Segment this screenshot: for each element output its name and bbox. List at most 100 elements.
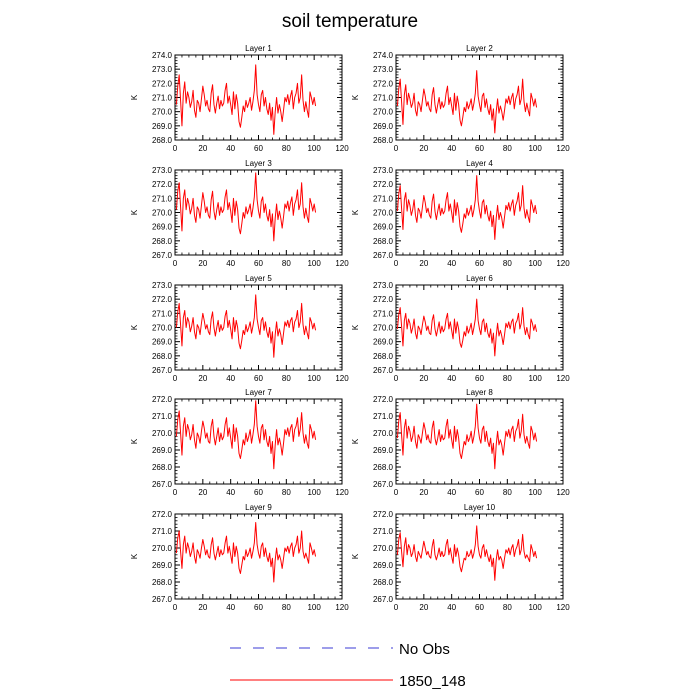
x-tick-label: 60 [254, 259, 263, 268]
x-tick-label: 60 [475, 259, 484, 268]
y-tick-label: 271.0 [152, 527, 173, 536]
x-tick-label: 100 [528, 259, 542, 268]
x-tick-label: 40 [226, 259, 235, 268]
y-tick-label: 268.0 [373, 237, 394, 246]
x-tick-label: 0 [394, 144, 399, 153]
y-axis-label: K [351, 94, 360, 100]
y-axis-label: K [130, 94, 139, 100]
y-tick-label: 272.0 [152, 79, 173, 88]
legend: No Obs 1850_148 [230, 641, 466, 690]
x-tick-label: 60 [254, 144, 263, 153]
y-tick-label: 269.0 [373, 561, 394, 570]
y-tick-label: 269.0 [373, 223, 394, 232]
y-tick-label: 268.0 [152, 237, 173, 246]
x-tick-label: 120 [335, 144, 349, 153]
x-tick-label: 0 [173, 603, 178, 612]
x-tick-label: 120 [556, 259, 570, 268]
y-tick-label: 267.0 [152, 595, 173, 604]
y-tick-label: 267.0 [373, 251, 394, 260]
panel-title: Layer 9 [245, 503, 272, 512]
x-tick-label: 20 [198, 374, 207, 383]
y-tick-label: 274.0 [373, 51, 394, 60]
x-tick-label: 40 [447, 374, 456, 383]
x-tick-label: 100 [528, 374, 542, 383]
x-tick-label: 120 [335, 374, 349, 383]
y-tick-label: 272.0 [152, 510, 173, 519]
y-tick-label: 268.0 [152, 463, 173, 472]
panel-title: Layer 6 [466, 274, 493, 283]
y-tick-label: 273.0 [152, 281, 173, 290]
panel-layer-4: Layer 4 K 267.0 268.0 269.0 270.0 271.0 272.0 27… [351, 159, 570, 268]
y-tick-label: 270.0 [152, 108, 173, 117]
y-tick-label: 271.0 [152, 412, 173, 421]
x-tick-label: 20 [419, 603, 428, 612]
x-tick-label: 100 [528, 488, 542, 497]
panel-grid: Layer 1 K 268.0 269.0 270.0 271.0 272.0 273.0 27… [130, 44, 570, 612]
y-tick-label: 270.0 [152, 429, 173, 438]
plot-frame [174, 54, 343, 141]
x-tick-label: 20 [198, 488, 207, 497]
y-tick-label: 268.0 [373, 136, 394, 145]
x-tick-label: 20 [419, 144, 428, 153]
legend-label-1: No Obs [399, 641, 450, 658]
y-tick-label: 270.0 [152, 544, 173, 553]
x-tick-label: 120 [556, 374, 570, 383]
x-tick-label: 80 [282, 603, 291, 612]
panel-title: Layer 5 [245, 274, 272, 283]
x-tick-label: 20 [198, 259, 207, 268]
y-tick-label: 269.0 [152, 122, 173, 131]
y-tick-label: 272.0 [373, 295, 394, 304]
y-axis-label: K [130, 324, 139, 330]
y-tick-label: 271.0 [152, 94, 173, 103]
x-tick-label: 0 [173, 488, 178, 497]
y-tick-label: 272.0 [152, 395, 173, 404]
legend-label-2: 1850_148 [399, 673, 466, 690]
y-tick-label: 271.0 [373, 412, 394, 421]
y-tick-label: 270.0 [373, 108, 394, 117]
panel-title: Layer 8 [466, 388, 493, 397]
y-tick-label: 270.0 [152, 209, 173, 218]
x-tick-label: 0 [173, 144, 178, 153]
y-tick-label: 270.0 [152, 324, 173, 333]
x-tick-label: 120 [335, 603, 349, 612]
y-tick-label: 271.0 [373, 194, 394, 203]
panel-layer-7: Layer 7 K 267.0 268.0 269.0 270.0 271.0 272.0 0 2… [130, 388, 349, 497]
x-tick-label: 0 [394, 488, 399, 497]
x-tick-label: 40 [447, 144, 456, 153]
y-axis-label: K [130, 553, 139, 559]
series-line-1850-148 [175, 400, 317, 470]
x-tick-label: 60 [254, 603, 263, 612]
y-tick-label: 269.0 [373, 122, 394, 131]
x-tick-label: 80 [503, 144, 512, 153]
x-tick-label: 40 [226, 488, 235, 497]
y-tick-label: 268.0 [152, 578, 173, 587]
x-tick-label: 0 [173, 374, 178, 383]
x-tick-label: 60 [475, 374, 484, 383]
panel-layer-6: Layer 6 K 267.0 268.0 269.0 270.0 271.0 272.0 27… [351, 274, 570, 383]
x-tick-label: 40 [447, 603, 456, 612]
x-tick-label: 20 [198, 603, 207, 612]
y-tick-label: 269.0 [152, 223, 173, 232]
y-tick-label: 271.0 [373, 527, 394, 536]
x-tick-label: 80 [503, 488, 512, 497]
x-tick-label: 20 [419, 259, 428, 268]
panel-title: Layer 4 [466, 159, 493, 168]
x-tick-label: 40 [226, 144, 235, 153]
x-tick-label: 80 [282, 488, 291, 497]
y-tick-label: 267.0 [152, 366, 173, 375]
x-tick-label: 40 [226, 603, 235, 612]
series-line-1850-148 [175, 522, 317, 583]
x-tick-label: 100 [528, 144, 542, 153]
panel-title: Layer 7 [245, 388, 272, 397]
y-tick-label: 271.0 [152, 194, 173, 203]
x-tick-label: 120 [335, 259, 349, 268]
x-tick-label: 100 [307, 603, 321, 612]
series-line-1850-148 [175, 64, 317, 135]
y-tick-label: 267.0 [373, 366, 394, 375]
y-axis-label: K [351, 209, 360, 215]
x-tick-label: 120 [556, 603, 570, 612]
series-line-1850-148 [396, 298, 538, 357]
series-line-1850-148 [396, 525, 538, 581]
x-tick-label: 60 [254, 374, 263, 383]
